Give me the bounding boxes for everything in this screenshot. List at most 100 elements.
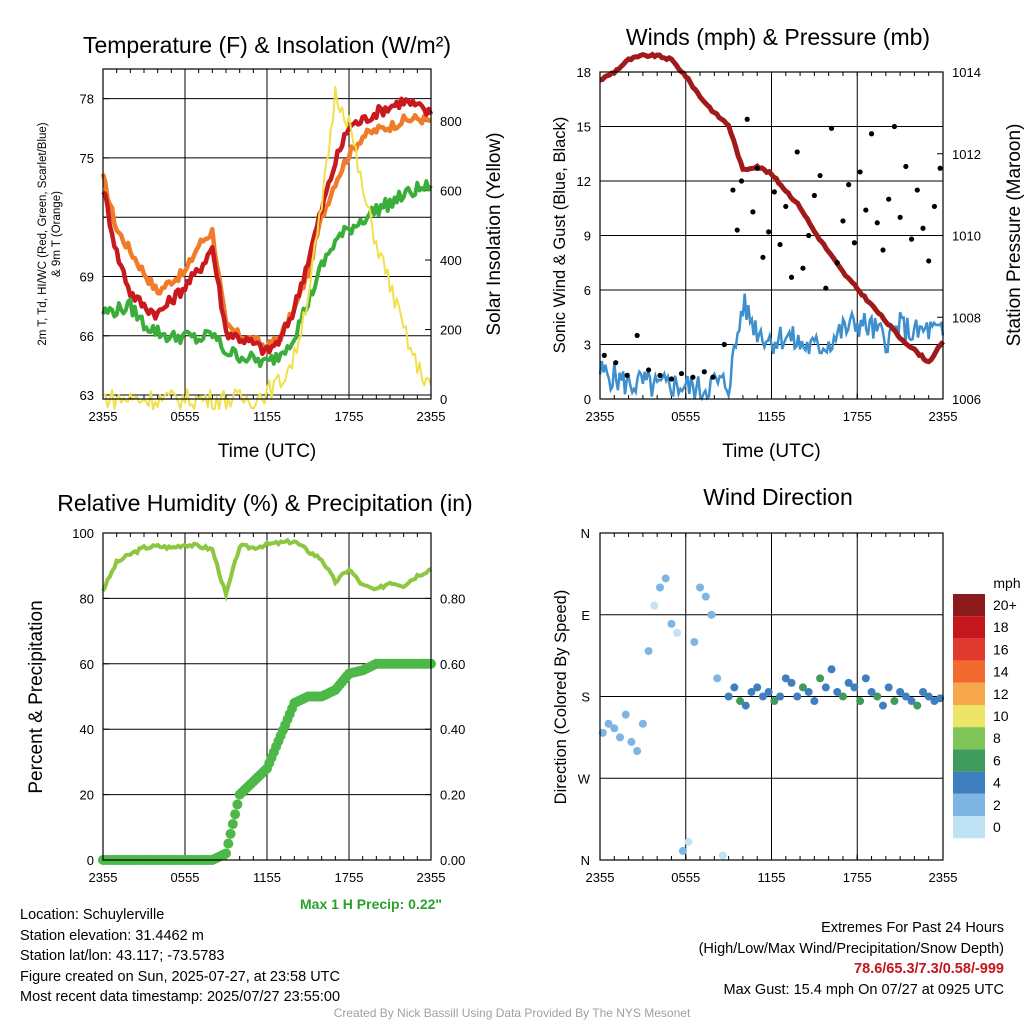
gust-point xyxy=(634,332,640,339)
direction-point xyxy=(598,728,607,737)
y-axis-label-line2: & 9m T (Orange) xyxy=(51,191,63,277)
max-gust: Max Gust: 15.4 mph On 07/27 at 0925 UTC xyxy=(723,981,1004,998)
direction-point xyxy=(667,619,676,628)
gust-point xyxy=(840,218,846,224)
panel-title: Winds (mph) & Pressure (mb) xyxy=(626,24,930,50)
y-tick-label: 6 xyxy=(584,283,591,298)
station-latlon: Station lat/lon: 43.117; -73.5783 xyxy=(20,948,225,964)
panel-title: Relative Humidity (%) & Precipitation (i… xyxy=(57,490,472,516)
y-tick-label: W xyxy=(578,771,591,786)
y2-axis-label: Solar Insolation (Yellow) xyxy=(484,132,505,335)
y-tick-label: 66 xyxy=(80,329,94,344)
direction-point xyxy=(707,610,716,619)
x-tick-label: 1155 xyxy=(253,870,281,885)
gust-point xyxy=(886,196,892,202)
y-tick-label: 40 xyxy=(80,722,94,737)
x-tick-label: 1155 xyxy=(758,409,786,424)
direction-point xyxy=(616,733,625,742)
direction-point xyxy=(838,692,847,701)
legend-swatch xyxy=(953,727,985,750)
y-tick-label: 15 xyxy=(577,120,591,135)
gust-point xyxy=(926,258,932,264)
y-tick-label: 0 xyxy=(87,853,94,868)
direction-point xyxy=(758,692,767,701)
y2-tick-label: 1010 xyxy=(952,229,981,244)
series-line-2m-td xyxy=(101,179,433,369)
series-line-station-pressure xyxy=(599,51,945,365)
figure-created: Figure created on Sun, 2025-07-27, at 23… xyxy=(20,968,340,985)
legend-swatch xyxy=(953,793,985,816)
direction-point xyxy=(718,851,727,860)
gust-point xyxy=(668,376,675,382)
series-line-relative-humidity xyxy=(101,537,432,603)
y-tick-label: S xyxy=(581,690,590,705)
direction-point xyxy=(713,674,722,683)
legend-swatch xyxy=(953,616,985,639)
gust-point xyxy=(601,352,607,358)
direction-point xyxy=(861,674,870,683)
panel-title: Wind Direction xyxy=(703,484,853,510)
direction-point xyxy=(924,692,933,701)
x-axis-label: Time (UTC) xyxy=(722,441,821,462)
direction-point xyxy=(810,697,819,706)
gust-point xyxy=(760,254,766,260)
direction-point xyxy=(696,583,705,592)
y-tick-label: 60 xyxy=(80,657,94,672)
gust-point xyxy=(613,360,619,366)
direction-point xyxy=(776,692,785,701)
direction-point xyxy=(816,674,825,683)
gust-point xyxy=(771,189,777,195)
gust-point xyxy=(823,285,829,291)
gust-point xyxy=(817,172,823,179)
y2-axis-label: Station Pressure (Maroon) xyxy=(1004,124,1024,347)
extremes-subtitle: (High/Low/Max Wind/Precipitation/Snow De… xyxy=(698,940,1004,957)
direction-point xyxy=(644,647,653,656)
direction-point xyxy=(656,583,665,592)
direction-point xyxy=(821,683,830,692)
gust-point xyxy=(931,203,938,210)
direction-point xyxy=(730,683,739,692)
y-tick-label: 20 xyxy=(80,788,94,803)
y-tick-label: 12 xyxy=(577,174,591,189)
x-tick-label: 0555 xyxy=(171,409,200,424)
legend-swatch xyxy=(953,682,985,705)
gust-point xyxy=(777,241,783,248)
gust-point xyxy=(794,149,800,155)
series-line-solar-insolation xyxy=(102,85,432,411)
direction-point xyxy=(856,697,865,706)
direction-point xyxy=(936,694,945,703)
x-tick-label: 1755 xyxy=(843,870,872,885)
direction-point xyxy=(873,692,882,701)
gust-point xyxy=(897,214,903,220)
y2-tick-label: 600 xyxy=(440,184,462,199)
legend-label: 10 xyxy=(993,708,1009,724)
direction-point xyxy=(918,687,927,696)
plot-border xyxy=(599,71,944,400)
plot-border xyxy=(102,68,432,400)
legend-label: 14 xyxy=(993,664,1009,680)
precip-point xyxy=(232,799,243,810)
direction-point xyxy=(907,697,916,706)
direction-point xyxy=(770,697,779,706)
direction-point xyxy=(913,701,922,710)
gust-point xyxy=(908,236,915,242)
x-tick-label: 0555 xyxy=(671,870,700,885)
plot-border xyxy=(599,532,944,861)
direction-point xyxy=(827,665,836,674)
legend-swatch xyxy=(953,660,985,683)
precip-point xyxy=(221,848,231,859)
gust-point xyxy=(730,187,736,193)
y2-tick-label: 1006 xyxy=(952,392,981,407)
gust-point xyxy=(834,260,840,266)
x-tick-label: 2355 xyxy=(89,870,118,885)
x-tick-label: 2355 xyxy=(586,870,615,885)
precip-point xyxy=(225,828,236,839)
gust-point xyxy=(891,123,898,130)
direction-point xyxy=(650,601,659,610)
gust-point xyxy=(800,265,806,271)
x-tick-label: 1155 xyxy=(758,870,786,885)
legend-label: 20+ xyxy=(993,597,1017,613)
extremes-values: 78.6/65.3/7.3/0.58/-999 xyxy=(854,961,1004,977)
station-location: Location: Schuylerville xyxy=(20,907,165,923)
direction-point xyxy=(781,674,790,683)
